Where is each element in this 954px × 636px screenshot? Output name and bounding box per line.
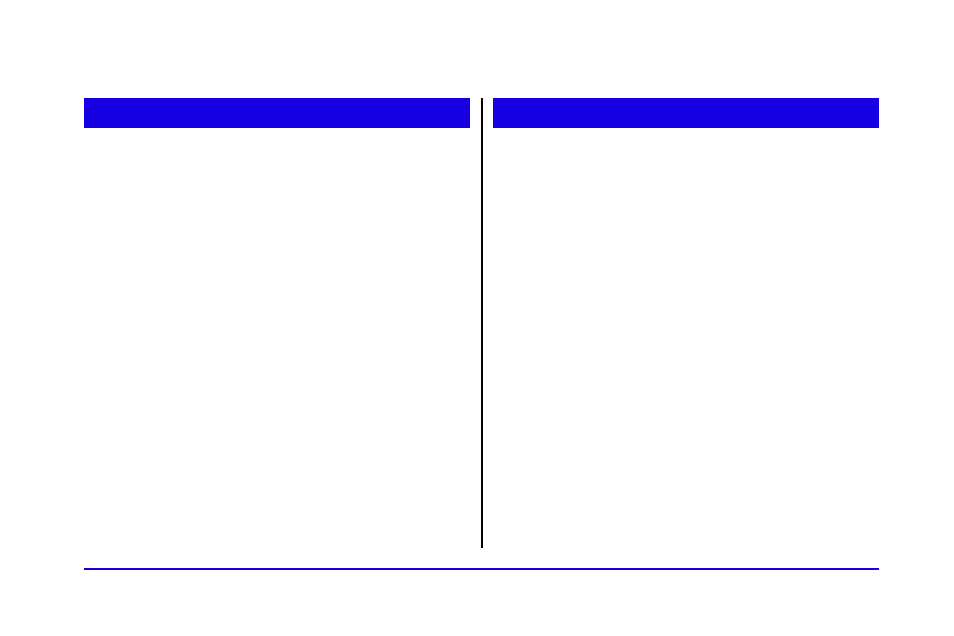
left-header-bar bbox=[84, 98, 470, 128]
bottom-rule bbox=[84, 568, 879, 570]
right-header-bar bbox=[493, 98, 879, 128]
page bbox=[0, 0, 954, 636]
column-divider bbox=[481, 98, 483, 548]
